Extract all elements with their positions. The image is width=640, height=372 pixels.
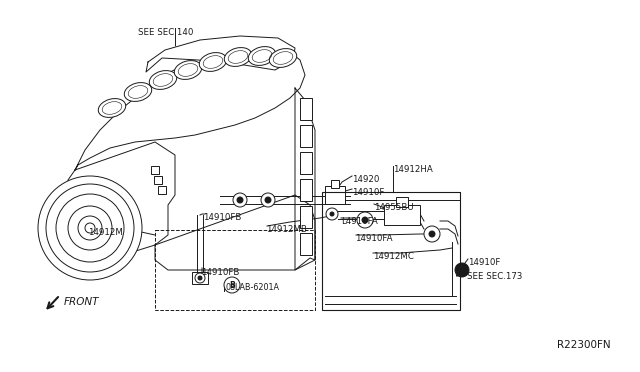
Text: 14912M: 14912M (88, 228, 123, 237)
Ellipse shape (199, 52, 227, 71)
Bar (151, 166, 159, 174)
Ellipse shape (149, 71, 177, 89)
Polygon shape (75, 45, 305, 170)
Text: 14910FA: 14910FA (355, 234, 392, 243)
Bar (396, 197, 408, 207)
Polygon shape (295, 88, 315, 270)
Text: 14910FB: 14910FB (203, 213, 241, 222)
Bar (300, 233, 312, 255)
Circle shape (224, 277, 240, 293)
Text: SEE SEC.173: SEE SEC.173 (467, 272, 522, 281)
Bar (300, 206, 312, 228)
Circle shape (362, 217, 368, 223)
Ellipse shape (174, 61, 202, 79)
Text: 14920: 14920 (352, 175, 380, 184)
Text: 14912MC: 14912MC (373, 252, 414, 261)
Bar (158, 186, 166, 194)
Bar (322, 192, 460, 310)
Bar (300, 179, 312, 201)
Ellipse shape (99, 99, 125, 118)
Circle shape (424, 226, 440, 242)
Circle shape (198, 276, 202, 280)
Bar (300, 125, 312, 147)
Ellipse shape (248, 46, 276, 65)
Circle shape (261, 193, 275, 207)
Ellipse shape (124, 83, 152, 102)
Text: 14910F: 14910F (352, 188, 385, 197)
Ellipse shape (269, 49, 297, 67)
Text: 14912HA: 14912HA (393, 165, 433, 174)
Text: SEE SEC.140: SEE SEC.140 (138, 28, 193, 37)
Text: 08LAB-6201A: 08LAB-6201A (225, 283, 279, 292)
Bar (300, 98, 312, 120)
Circle shape (237, 197, 243, 203)
Polygon shape (68, 142, 175, 270)
Circle shape (455, 263, 469, 277)
Text: FRONT: FRONT (64, 297, 99, 307)
Circle shape (330, 212, 334, 216)
Text: L4910FA: L4910FA (341, 217, 378, 226)
Text: 14955BU: 14955BU (374, 203, 413, 212)
Circle shape (326, 208, 338, 220)
Text: R22300FN: R22300FN (557, 340, 611, 350)
Text: 14910F: 14910F (468, 258, 500, 267)
Bar (325, 186, 345, 204)
Bar (384, 205, 420, 225)
Ellipse shape (224, 48, 252, 67)
Circle shape (429, 231, 435, 237)
Bar (155, 230, 315, 310)
Circle shape (265, 197, 271, 203)
Bar (300, 152, 312, 174)
Circle shape (233, 193, 247, 207)
Polygon shape (155, 195, 315, 270)
Text: B: B (229, 280, 235, 289)
Circle shape (38, 176, 142, 280)
Bar (154, 176, 162, 184)
Bar (331, 180, 339, 188)
Text: 14912MB: 14912MB (266, 225, 307, 234)
Bar (192, 272, 208, 284)
Polygon shape (146, 36, 295, 72)
Text: 14910FB: 14910FB (201, 268, 239, 277)
Circle shape (357, 212, 373, 228)
